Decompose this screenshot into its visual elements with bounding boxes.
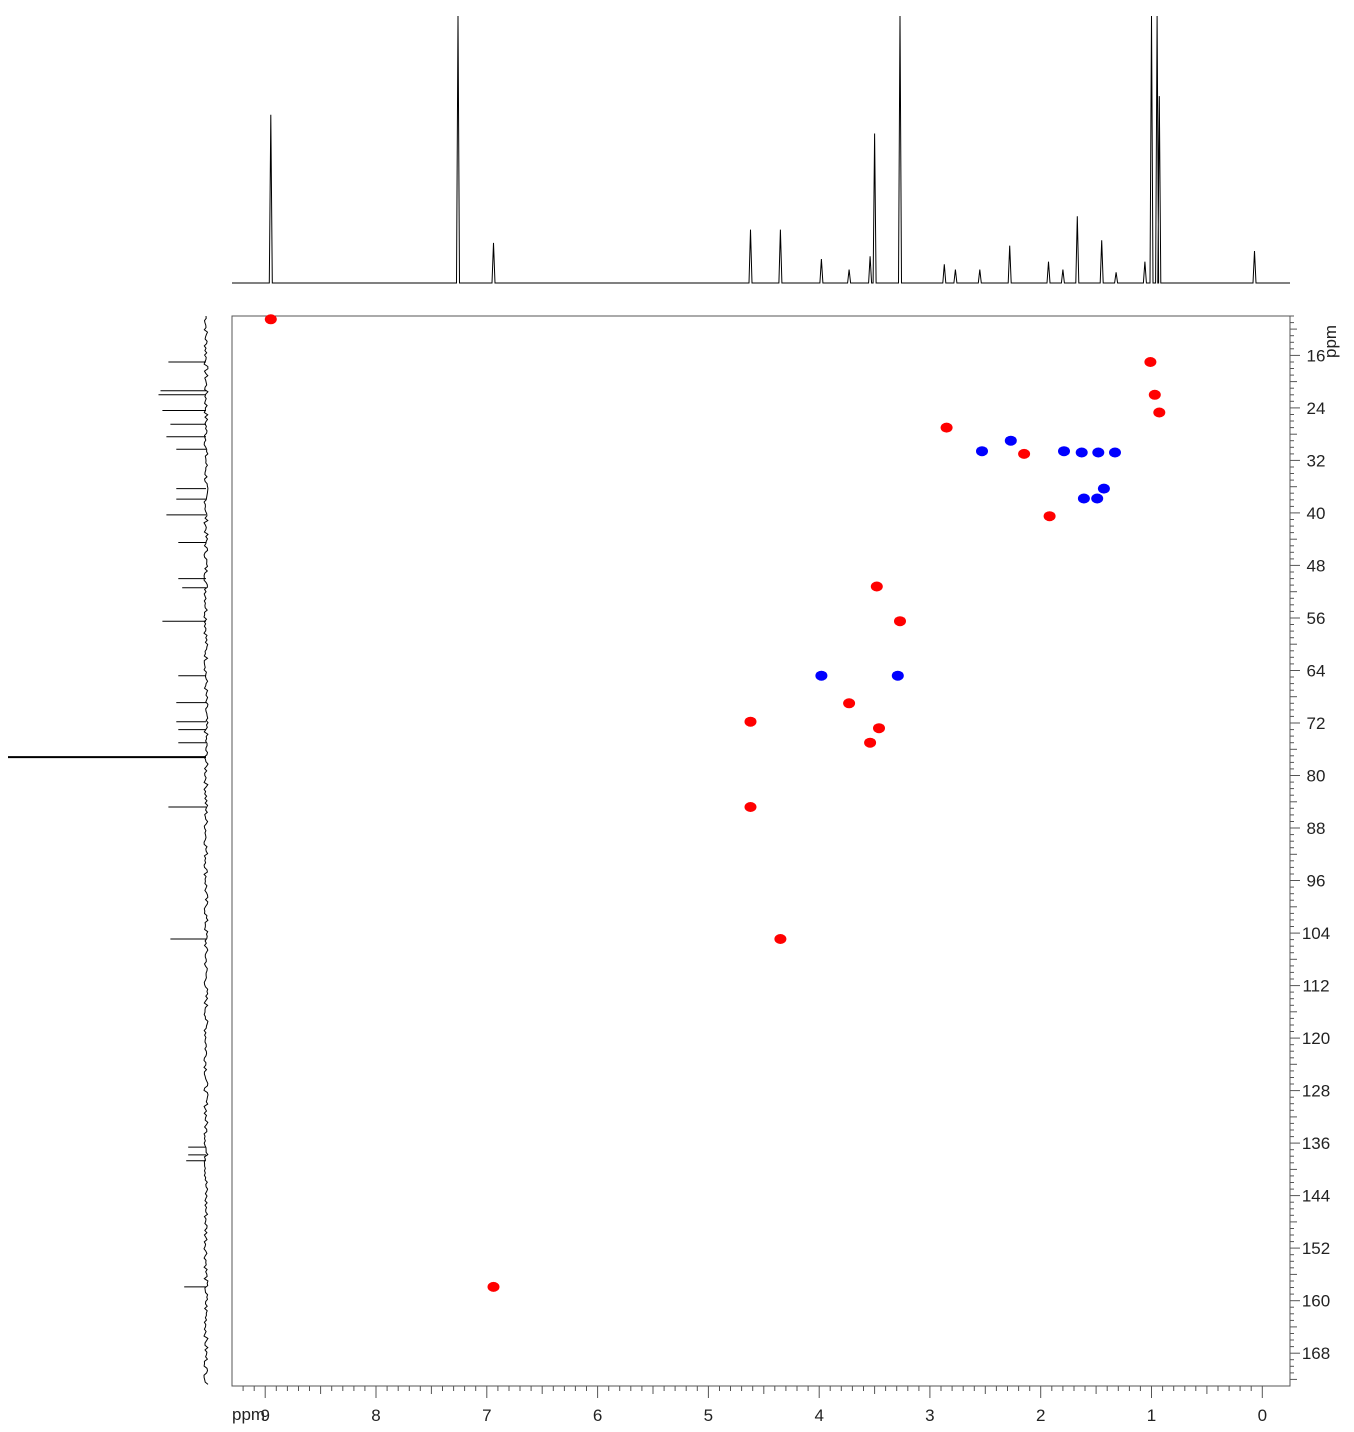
negative-cross-peak-0 xyxy=(1004,435,1017,446)
y-tick-label: 16 xyxy=(1307,346,1326,365)
x-tick-label: 2 xyxy=(1036,1406,1045,1425)
carbon-1d-projection xyxy=(8,315,209,1385)
y-tick-label: 48 xyxy=(1307,556,1326,575)
cross-peaks xyxy=(264,314,1166,1292)
positive-cross-peak-8 xyxy=(894,616,906,627)
negative-cross-peak-10 xyxy=(891,670,904,681)
y-tick-label: 128 xyxy=(1302,1082,1330,1101)
carbon-baseline-trace xyxy=(203,315,209,1385)
y-tick-label: 160 xyxy=(1302,1292,1330,1311)
negative-cross-peak-2 xyxy=(1058,446,1070,457)
x-tick-label: 4 xyxy=(814,1406,823,1425)
positive-cross-peak-5 xyxy=(1018,448,1031,459)
y-tick-label: 120 xyxy=(1302,1029,1330,1048)
negative-cross-peak-3 xyxy=(1075,447,1088,458)
positive-cross-peak-15 xyxy=(487,1281,500,1292)
y-tick-label: 64 xyxy=(1307,662,1326,681)
y-axis: 16 24 32 40 48 56 64 72 80 88 96 104 112 120 128 136 144… xyxy=(1289,315,1330,1386)
proton-spectrum-trace xyxy=(232,15,1290,284)
plot-frame xyxy=(231,315,1291,1387)
x-tick-label: 0 xyxy=(1258,1406,1267,1425)
negative-cross-peak-7 xyxy=(1091,493,1104,504)
positive-cross-peak-10 xyxy=(744,716,757,727)
y-tick-label: 112 xyxy=(1302,977,1329,996)
y-tick-label: 40 xyxy=(1307,504,1326,523)
positive-cross-peak-11 xyxy=(873,723,885,734)
positive-cross-peak-6 xyxy=(1043,511,1056,522)
y-tick-label: 168 xyxy=(1302,1344,1330,1363)
y-axis-label: ppm xyxy=(1321,325,1340,358)
x-tick-label: 5 xyxy=(704,1406,713,1425)
positive-cross-peak-0 xyxy=(264,314,277,325)
positive-cross-peak-12 xyxy=(864,737,877,748)
y-tick-label: 88 xyxy=(1307,819,1326,838)
x-tick-label: 7 xyxy=(482,1406,491,1425)
y-tick-label: 72 xyxy=(1307,714,1326,733)
positive-cross-peak-14 xyxy=(774,934,787,944)
x-axis-label: ppm xyxy=(232,1405,265,1424)
positive-cross-peak-2 xyxy=(1148,389,1161,400)
y-tick-label: 96 xyxy=(1307,872,1326,891)
negative-cross-peak-1 xyxy=(976,446,988,457)
x-tick-label: 6 xyxy=(593,1406,602,1425)
positive-cross-peak-7 xyxy=(870,581,883,592)
positive-cross-peak-13 xyxy=(744,802,757,812)
negative-cross-peak-8 xyxy=(1077,493,1090,504)
y-tick-label: 56 xyxy=(1307,609,1326,628)
negative-cross-peak-5 xyxy=(1109,447,1121,458)
negative-cross-peak-6 xyxy=(1097,483,1110,494)
positive-cross-peak-4 xyxy=(940,422,953,433)
positive-cross-peak-3 xyxy=(1153,407,1166,418)
x-tick-label: 8 xyxy=(371,1406,380,1425)
y-tick-label: 152 xyxy=(1302,1239,1330,1258)
x-tick-label: 1 xyxy=(1147,1406,1156,1425)
x-axis: 9 8 7 6 5 4 3 2 1 0 xyxy=(232,1385,1290,1425)
y-tick-label: 32 xyxy=(1307,451,1326,470)
y-tick-label: 136 xyxy=(1302,1134,1330,1153)
x-tick-label: 3 xyxy=(925,1406,934,1425)
y-tick-label: 104 xyxy=(1302,924,1330,943)
proton-1d-projection xyxy=(232,15,1290,284)
positive-cross-peak-1 xyxy=(1144,357,1157,367)
y-tick-label: 24 xyxy=(1307,399,1326,418)
y-tick-label: 80 xyxy=(1307,767,1326,786)
x-tick-label: 9 xyxy=(260,1406,269,1425)
positive-cross-peak-9 xyxy=(843,698,856,709)
negative-cross-peak-4 xyxy=(1092,447,1105,458)
negative-cross-peak-9 xyxy=(815,670,828,681)
y-tick-label: 144 xyxy=(1302,1187,1330,1206)
